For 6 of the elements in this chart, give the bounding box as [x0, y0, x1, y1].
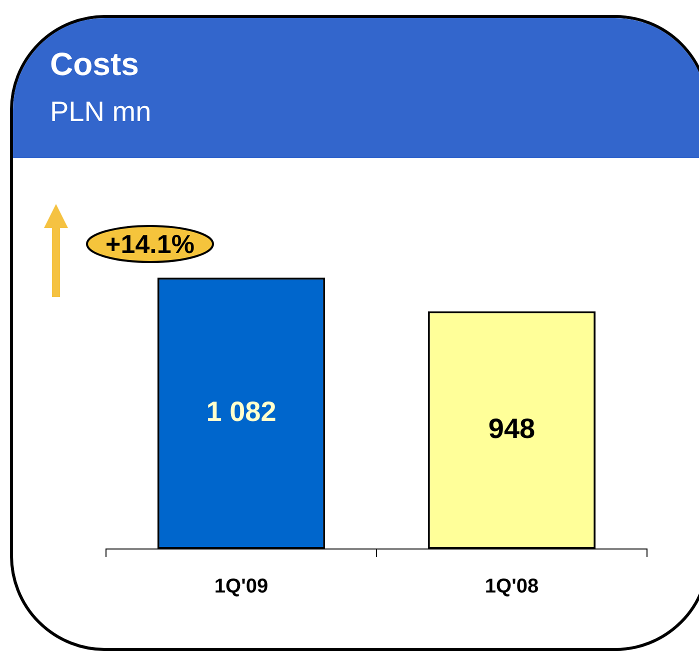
data-label: 948: [488, 412, 536, 444]
x-tick-label: 1Q'08: [484, 576, 539, 598]
x-tick-label: 1Q'09: [214, 576, 268, 598]
chart-subtitle: PLN mn: [50, 95, 152, 129]
chart-title: Costs: [50, 45, 139, 84]
data-label: 1 082: [206, 396, 276, 428]
